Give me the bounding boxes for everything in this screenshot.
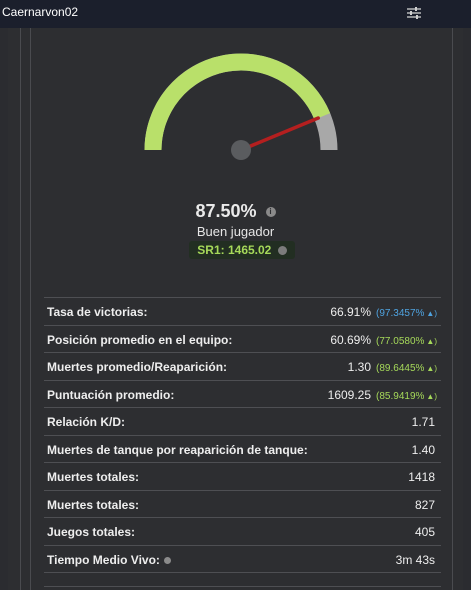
stat-label-text: Muertes totales: [47, 497, 140, 512]
stat-label: Puntuación promedio: [47, 388, 174, 402]
stat-row: Juegos totales: 405 [44, 518, 441, 546]
stat-value-text: 827 [414, 497, 435, 512]
stat-value: 1.30 (89.6445% ▲) [348, 360, 437, 374]
stat-value-text: 66.91% [330, 305, 372, 319]
sr-value: SR1: 1465.02 [197, 243, 272, 257]
info-icon[interactable] [163, 556, 171, 564]
performance-gauge [144, 53, 338, 160]
stat-value: 405 [415, 525, 437, 539]
stat-value: 60.69% (77.0580% ▲) [330, 333, 437, 347]
trend-up-icon: ▲) [426, 309, 437, 318]
panel-border-left-inner [30, 28, 31, 590]
gauge-track [144, 53, 338, 151]
stat-label: Tasa de victorias: [47, 305, 148, 319]
stat-label: Muertes de tanque por reaparición de tan… [47, 443, 308, 457]
stat-row: Tiempo Medio Vivo: 3m 43s [44, 546, 441, 573]
trend-up-icon: ▲) [426, 391, 437, 401]
percentile-text: (85.9419% [376, 390, 425, 402]
stat-value-text: 3m 43s [395, 552, 435, 567]
stat-label: Tiempo Medio Vivo: [47, 553, 171, 567]
stat-value-text: 1.71 [411, 415, 435, 429]
stat-row: Muertes totales: 1418 [44, 463, 441, 491]
stat-label-text: Muertes de tanque por reaparición de tan… [47, 442, 308, 457]
stat-percentile: (89.6445% ▲) [376, 363, 437, 374]
stat-value: 3m 43s [396, 553, 437, 567]
stat-value-text: 1.30 [347, 360, 372, 374]
stat-value-text: 405 [414, 525, 435, 539]
stat-percentile: (97.3457% ▲) [376, 308, 437, 319]
percent-value: 87.50% [195, 201, 257, 221]
stat-label: Juegos totales: [47, 525, 135, 539]
percentile-text: (77.0580% [376, 335, 425, 347]
stat-value: 1609.25 (85.9419% ▲) [328, 388, 437, 402]
stat-label: Muertes totales: [47, 498, 139, 512]
stat-label-text: Tiempo Medio Vivo: [47, 552, 160, 567]
stat-label-text: Posición promedio en el equipo: [47, 332, 233, 347]
stat-value: 66.91% (97.3457% ▲) [330, 305, 437, 319]
stat-row: Tasa de victorias: 66.91% (97.3457% ▲) [44, 297, 441, 326]
info-icon[interactable]: i [265, 207, 276, 218]
percentile-summary: 87.50% i [0, 201, 471, 222]
stat-label-text: Muertes promedio/Reaparición: [47, 360, 228, 374]
top-bar: Caernarvon02 [0, 0, 471, 28]
table-bottom-divider [44, 586, 441, 587]
stats-panel [8, 28, 463, 590]
panel-border-right [452, 28, 453, 590]
stat-row: Puntuación promedio: 1609.25 (85.9419% ▲) [44, 381, 441, 408]
stat-label-text: Juegos totales: [47, 525, 136, 539]
stat-row: Relación K/D: 1.71 [44, 408, 441, 436]
rank-label: Buen jugador [196, 224, 275, 239]
stat-value-text: 1609.25 [327, 387, 372, 402]
stat-value-text: 60.69% [330, 332, 372, 347]
stat-value-text: 1418 [408, 470, 435, 484]
percentile-text: (97.3457% [376, 308, 425, 319]
gauge-hub [231, 140, 251, 160]
sr-badge: SR1: 1465.02 [189, 241, 295, 259]
stat-value: 1.40 [412, 443, 437, 457]
stat-value: 827 [415, 498, 437, 512]
stats-table: Tasa de victorias: 66.91% (97.3457% ▲) Posic… [44, 297, 441, 573]
trend-up-icon: ▲) [426, 364, 437, 373]
stat-row: Muertes totales: 827 [44, 491, 441, 518]
gauge-fill [144, 53, 331, 151]
stat-label: Posición promedio en el equipo: [47, 333, 232, 347]
stat-row: Posición promedio en el equipo: 60.69% (77… [44, 326, 441, 353]
sliders-icon[interactable] [406, 6, 422, 20]
stat-label: Relación K/D: [47, 415, 125, 429]
stat-percentile: (77.0580% ▲) [376, 336, 437, 347]
trend-up-icon: ▲) [426, 336, 437, 346]
stat-percentile: (85.9419% ▲) [376, 391, 437, 402]
stat-label: Muertes totales: [47, 470, 139, 484]
stat-row: Muertes promedio/Reaparición: 1.30 (89.644… [44, 353, 441, 381]
window-title: Caernarvon02 [2, 5, 79, 19]
percentile-text: (89.6445% [376, 363, 425, 374]
stat-label-text: Relación K/D: [47, 415, 126, 429]
panel-border-left [20, 28, 21, 590]
stat-label-text: Muertes totales: [47, 470, 140, 484]
stat-label-text: Tasa de victorias: [47, 305, 148, 319]
sr-info-icon[interactable] [277, 246, 287, 256]
stat-row: Muertes de tanque por reaparición de tan… [44, 436, 441, 463]
stat-value: 1418 [408, 470, 437, 484]
stat-label-text: Puntuación promedio: [47, 387, 175, 402]
stat-label: Muertes promedio/Reaparición: [47, 360, 227, 374]
gauge-needle [239, 116, 320, 152]
stat-value-text: 1.40 [411, 442, 435, 457]
stat-value: 1.71 [412, 415, 437, 429]
